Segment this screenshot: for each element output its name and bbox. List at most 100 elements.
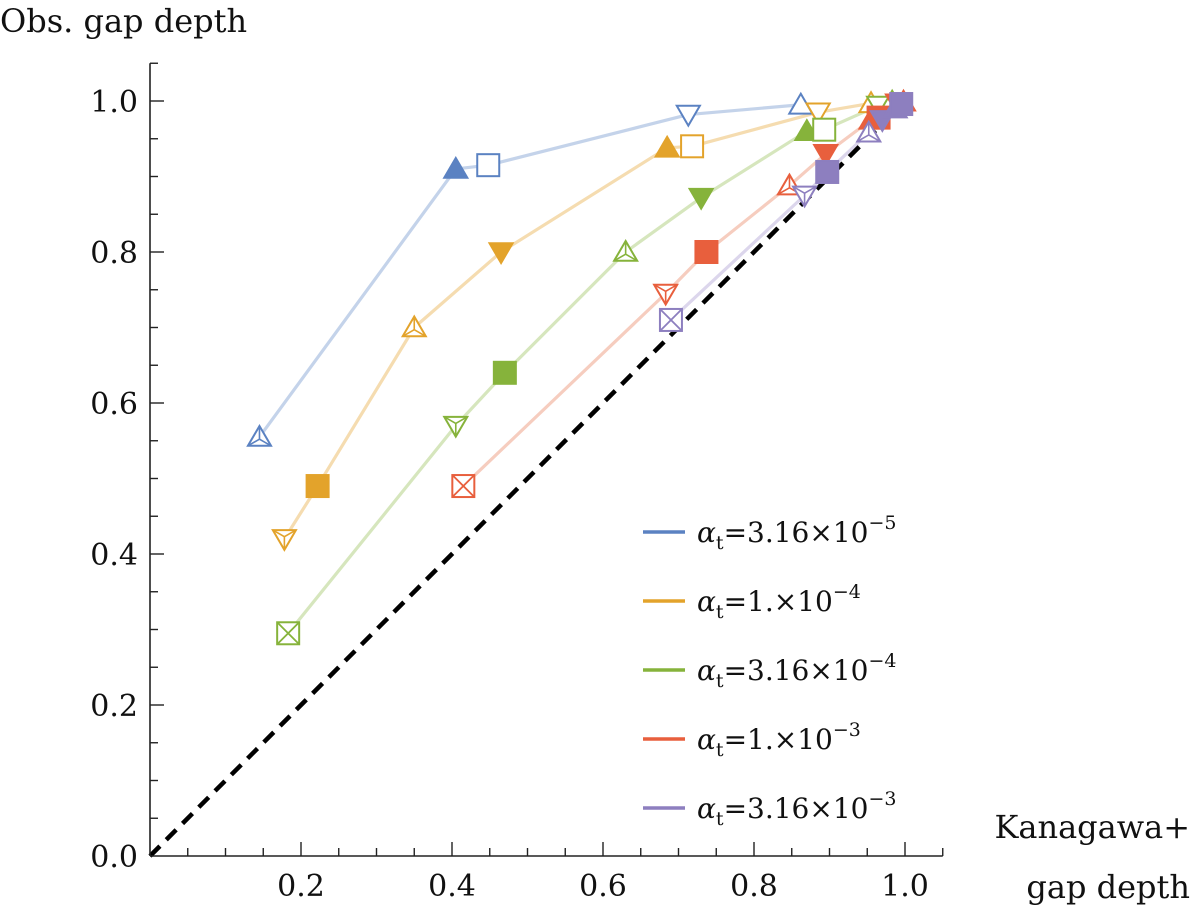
- marker-inner-line: [259, 438, 272, 447]
- data-point-square-open-x: [658, 307, 683, 332]
- legend-item: αt=3.16×10−4: [643, 650, 896, 692]
- data-point-triangle-down-open: [804, 102, 832, 126]
- data-point-triangle-down-open-inner: [271, 529, 298, 552]
- marker-inner-line: [402, 329, 415, 337]
- series-line: [283, 101, 872, 540]
- legend-label: αt=1.×10−3: [697, 719, 861, 761]
- y-tick-label: 0.8: [90, 236, 138, 271]
- data-point-square-filled: [305, 474, 330, 499]
- x-axis-label-line2: gap depth: [1026, 868, 1190, 906]
- y-axis-label: Obs. gap depth: [0, 2, 247, 40]
- legend-label: αt=3.16×10−4: [697, 650, 896, 692]
- legend-item: αt=1.×10−4: [643, 581, 861, 623]
- data-point-square-open-x: [451, 474, 476, 499]
- x-tick-label: 0.8: [730, 869, 778, 904]
- x-tick-label: 0.2: [277, 869, 325, 904]
- marker-square: [492, 360, 517, 385]
- series-markers: [276, 88, 906, 646]
- data-point-triangle-down-open: [675, 104, 702, 128]
- reference-line: [148, 99, 907, 858]
- data-point-square-open: [812, 117, 837, 142]
- marker-inner-line: [613, 253, 627, 262]
- series-line: [462, 100, 904, 488]
- marker-inner-line: [443, 416, 457, 425]
- data-point-triangle-up-open-inner: [612, 239, 639, 262]
- marker-inner-line: [804, 185, 817, 194]
- data-markers: [246, 88, 917, 646]
- marker-triangle: [812, 144, 840, 167]
- series-markers: [658, 92, 914, 332]
- marker-inner-line: [625, 253, 638, 262]
- y-tick-label: 0.2: [90, 689, 138, 724]
- marker-inner-line: [283, 529, 297, 538]
- legend-label: αt=3.16×10−3: [697, 788, 896, 830]
- legend: αt=3.16×10−5 αt=1.×10−4 αt=3.16×10−4 αt=1.×…: [643, 512, 896, 830]
- x-tick-label: 0.6: [579, 869, 627, 904]
- legend-label: αt=3.16×10−5: [697, 512, 896, 554]
- marker-triangle: [804, 102, 832, 126]
- marker-square: [476, 153, 501, 178]
- marker-inner-line: [247, 438, 260, 447]
- axes: 0.2 0.4 0.6 0.8 1.0 0.0 0.2 0.4 0.6 0.8 1.0: [90, 62, 944, 904]
- marker-triangle: [687, 187, 715, 211]
- marker-square: [889, 92, 914, 117]
- marker-square: [680, 134, 705, 159]
- y-tick-label: 1.0: [90, 85, 138, 120]
- marker-triangle: [442, 155, 470, 179]
- data-point-square-filled: [492, 360, 517, 385]
- marker-triangle: [653, 134, 681, 158]
- x-axis-label-line1: Kanagawa+: [994, 808, 1190, 846]
- y-tick-label: 0.0: [90, 840, 138, 875]
- marker-cross: [659, 308, 683, 332]
- marker-inner-line: [792, 185, 805, 194]
- marker-inner-line: [665, 284, 678, 293]
- x-tick-label: 0.4: [428, 869, 476, 904]
- marker-square: [812, 117, 837, 142]
- series-lines: [258, 100, 904, 635]
- data-point-square-open: [680, 134, 705, 159]
- marker-triangle: [487, 242, 515, 265]
- marker-cross: [451, 474, 475, 498]
- series-line: [258, 103, 801, 438]
- data-point-square-filled: [815, 159, 840, 184]
- series-markers: [246, 91, 815, 447]
- data-point-triangle-up-filled: [442, 155, 470, 179]
- data-point-triangle-down-filled: [687, 187, 715, 211]
- data-point-square-open: [476, 153, 501, 178]
- marker-inner-line: [777, 187, 790, 196]
- legend-item: αt=3.16×10−3: [643, 788, 896, 830]
- data-point-triangle-down-open-inner: [442, 415, 470, 439]
- marker-square: [305, 474, 330, 499]
- marker-inner-line: [455, 416, 468, 425]
- data-point-triangle-up-open-inner: [400, 314, 428, 338]
- marker-square: [815, 159, 840, 184]
- marker-inner-line: [272, 529, 285, 538]
- data-point-triangle-up-open-inner: [855, 119, 883, 143]
- marker-cross: [276, 621, 300, 645]
- marker-inner-line: [413, 329, 427, 337]
- marker-inner-line: [653, 284, 667, 293]
- data-point-triangle-down-open-inner: [652, 283, 679, 307]
- data-point-triangle-up-filled: [653, 134, 681, 158]
- y-tick-label: 0.4: [90, 538, 138, 573]
- data-point-triangle-down-filled: [812, 144, 840, 167]
- marker-square: [694, 240, 719, 264]
- marker-triangle: [675, 104, 702, 128]
- data-point-square-open-x: [276, 621, 301, 646]
- series-markers: [271, 90, 885, 552]
- legend-label: αt=1.×10−4: [697, 581, 861, 623]
- legend-item: αt=3.16×10−5: [643, 512, 896, 554]
- reference-line-layer: [148, 99, 907, 858]
- data-point-triangle-down-open-inner: [791, 185, 818, 209]
- marker-inner-line: [868, 134, 881, 143]
- marker-inner-line: [856, 134, 870, 143]
- data-point-square-filled: [694, 240, 719, 264]
- data-point-triangle-down-filled: [487, 242, 515, 265]
- legend-item: αt=1.×10−3: [643, 719, 861, 761]
- data-point-square-filled: [889, 92, 914, 117]
- data-point-triangle-up-open-inner: [246, 423, 273, 447]
- y-tick-label: 0.6: [90, 387, 138, 422]
- x-tick-label: 1.0: [881, 869, 929, 904]
